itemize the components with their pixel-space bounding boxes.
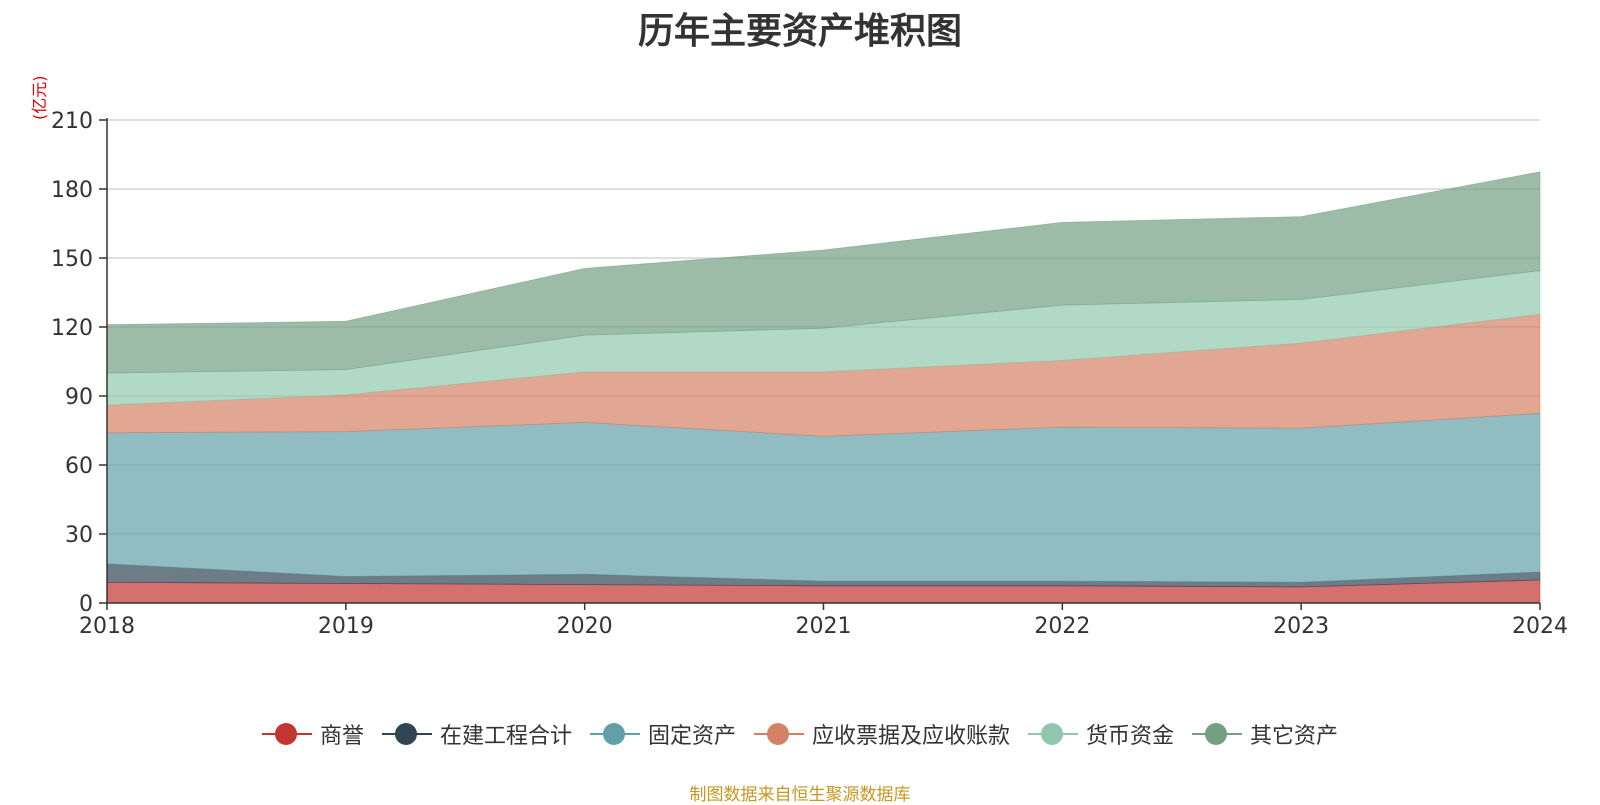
x-tick-label: 2021 xyxy=(796,614,852,639)
legend-marker-icon xyxy=(1028,723,1079,745)
legend-item[interactable]: 其它资产 xyxy=(1192,718,1338,750)
legend-marker-icon xyxy=(381,723,432,745)
area-series xyxy=(106,171,1541,604)
legend-item[interactable]: 应收票据及应收账款 xyxy=(754,718,1010,750)
legend-item[interactable]: 商誉 xyxy=(261,718,364,750)
x-tick-label: 2018 xyxy=(79,614,135,639)
y-tick-label: 90 xyxy=(65,385,93,410)
data-source-note: 制图数据来自恒生聚源数据库 xyxy=(689,785,911,805)
x-tick-label: 2020 xyxy=(557,614,613,639)
chart-title: 历年主要资产堆积图 xyxy=(637,11,962,52)
legend-marker-icon xyxy=(589,723,640,745)
area-6 xyxy=(106,171,1541,374)
x-tick-label: 2022 xyxy=(1034,614,1090,639)
area-3 xyxy=(106,412,1541,583)
legend-label: 应收票据及应收账款 xyxy=(812,724,1011,749)
y-tick-label: 150 xyxy=(51,247,93,272)
y-tick-label: 30 xyxy=(65,523,93,548)
y-axis-unit: (亿元) xyxy=(30,75,49,121)
x-axis-ticks: 2018 2019 2020 2021 2022 2023 2024 xyxy=(79,603,1568,639)
legend-marker-icon xyxy=(1192,723,1243,745)
legend-label: 其它资产 xyxy=(1250,724,1339,749)
legend-marker-icon xyxy=(261,723,312,745)
legend-item[interactable]: 固定资产 xyxy=(589,718,736,750)
chart-legend: 商誉 在建工程合计 固定资产 应收票据及应收账款 货币资金 其它资产 xyxy=(0,718,1600,750)
y-axis-ticks: 0 30 60 90 120 150 180 210 xyxy=(51,109,107,617)
legend-label: 固定资产 xyxy=(647,724,736,749)
legend-marker-icon xyxy=(754,723,804,745)
y-tick-label: 60 xyxy=(65,454,93,479)
legend-item[interactable]: 在建工程合计 xyxy=(381,718,572,750)
legend-item[interactable]: 货币资金 xyxy=(1028,718,1174,750)
x-tick-label: 2023 xyxy=(1273,614,1329,639)
legend-label: 商誉 xyxy=(319,724,364,749)
y-tick-label: 210 xyxy=(51,109,93,134)
x-tick-label: 2024 xyxy=(1512,614,1568,639)
y-tick-label: 120 xyxy=(51,316,93,341)
legend-label: 货币资金 xyxy=(1086,724,1175,749)
y-tick-label: 180 xyxy=(51,178,93,203)
legend-label: 在建工程合计 xyxy=(439,724,572,749)
y-tick-label: 0 xyxy=(79,592,93,617)
x-tick-label: 2019 xyxy=(318,614,374,639)
